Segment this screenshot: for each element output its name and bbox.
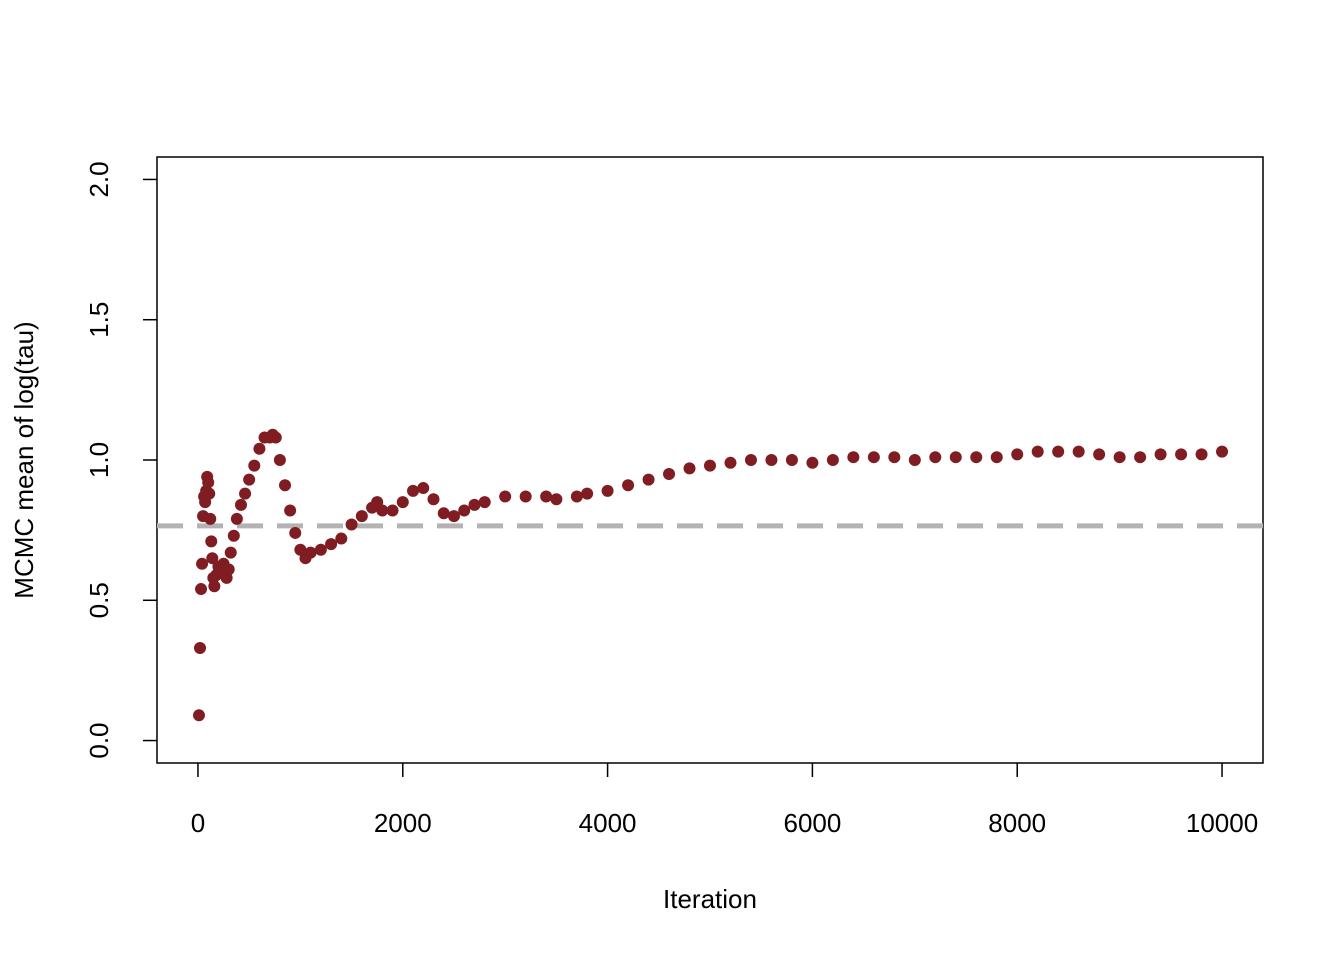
x-tick-label: 10000 xyxy=(1186,808,1258,838)
point xyxy=(335,532,348,545)
point xyxy=(234,498,247,511)
point xyxy=(243,473,256,486)
point xyxy=(550,493,563,506)
point xyxy=(407,484,420,497)
point xyxy=(478,496,491,509)
point xyxy=(269,431,282,444)
point xyxy=(192,709,205,722)
point xyxy=(724,456,737,469)
point xyxy=(683,462,696,475)
point xyxy=(785,454,798,466)
point xyxy=(194,641,207,654)
point xyxy=(765,454,778,466)
point xyxy=(417,482,430,495)
point xyxy=(570,490,583,503)
point xyxy=(284,504,297,517)
point xyxy=(204,512,217,525)
point xyxy=(230,512,243,525)
point xyxy=(205,535,218,548)
y-tick-label: 1.0 xyxy=(84,442,114,478)
point xyxy=(248,459,261,472)
point xyxy=(1093,448,1106,461)
point xyxy=(806,456,819,469)
point xyxy=(253,442,266,455)
y-tick-label: 1.5 xyxy=(84,302,114,338)
point xyxy=(376,504,389,517)
point xyxy=(208,580,221,593)
point xyxy=(540,490,553,503)
point xyxy=(239,487,252,500)
point xyxy=(1072,445,1085,458)
point xyxy=(1154,448,1167,461)
point xyxy=(867,451,880,464)
point xyxy=(1216,445,1229,458)
point xyxy=(990,451,1003,464)
point xyxy=(396,496,409,509)
point xyxy=(642,473,655,486)
point xyxy=(704,459,716,472)
point xyxy=(1113,451,1126,464)
point xyxy=(888,451,901,464)
point xyxy=(744,454,757,466)
point xyxy=(355,510,368,523)
point xyxy=(386,504,399,517)
point xyxy=(622,479,635,492)
point xyxy=(202,476,215,489)
point xyxy=(447,510,460,523)
point xyxy=(663,468,676,481)
point xyxy=(1175,448,1188,461)
point xyxy=(929,451,942,464)
point xyxy=(227,529,240,542)
point xyxy=(222,563,235,576)
point xyxy=(499,490,512,503)
point xyxy=(345,518,358,531)
y-tick-label: 0.0 xyxy=(84,722,114,758)
point xyxy=(1031,445,1044,458)
point xyxy=(1195,448,1208,461)
point xyxy=(273,454,286,466)
point xyxy=(304,546,317,559)
x-tick-label: 2000 xyxy=(374,808,432,838)
point xyxy=(196,557,209,570)
x-tick-label: 4000 xyxy=(579,808,637,838)
point xyxy=(826,454,839,466)
x-tick-label: 6000 xyxy=(783,808,841,838)
point xyxy=(279,479,292,492)
point xyxy=(314,543,327,556)
point xyxy=(195,583,208,596)
point xyxy=(1052,445,1065,458)
point xyxy=(203,487,216,500)
point xyxy=(468,498,481,511)
point xyxy=(458,504,471,517)
point xyxy=(437,507,450,520)
point xyxy=(847,451,860,464)
point xyxy=(427,493,440,506)
point xyxy=(206,552,219,565)
point xyxy=(908,454,921,466)
point xyxy=(601,484,614,497)
y-tick-label: 2.0 xyxy=(84,161,114,197)
point xyxy=(224,546,237,559)
point xyxy=(1134,451,1147,464)
point xyxy=(519,490,532,503)
point xyxy=(581,487,594,500)
point xyxy=(325,538,338,551)
x-axis-label: Iteration xyxy=(663,884,757,914)
y-axis-label: MCMC mean of log(tau) xyxy=(9,321,39,598)
y-tick-label: 0.5 xyxy=(84,582,114,618)
point xyxy=(289,526,302,539)
point xyxy=(970,451,983,464)
point xyxy=(949,451,962,464)
x-tick-label: 0 xyxy=(191,808,205,838)
x-tick-label: 8000 xyxy=(988,808,1046,838)
point xyxy=(1011,448,1024,461)
